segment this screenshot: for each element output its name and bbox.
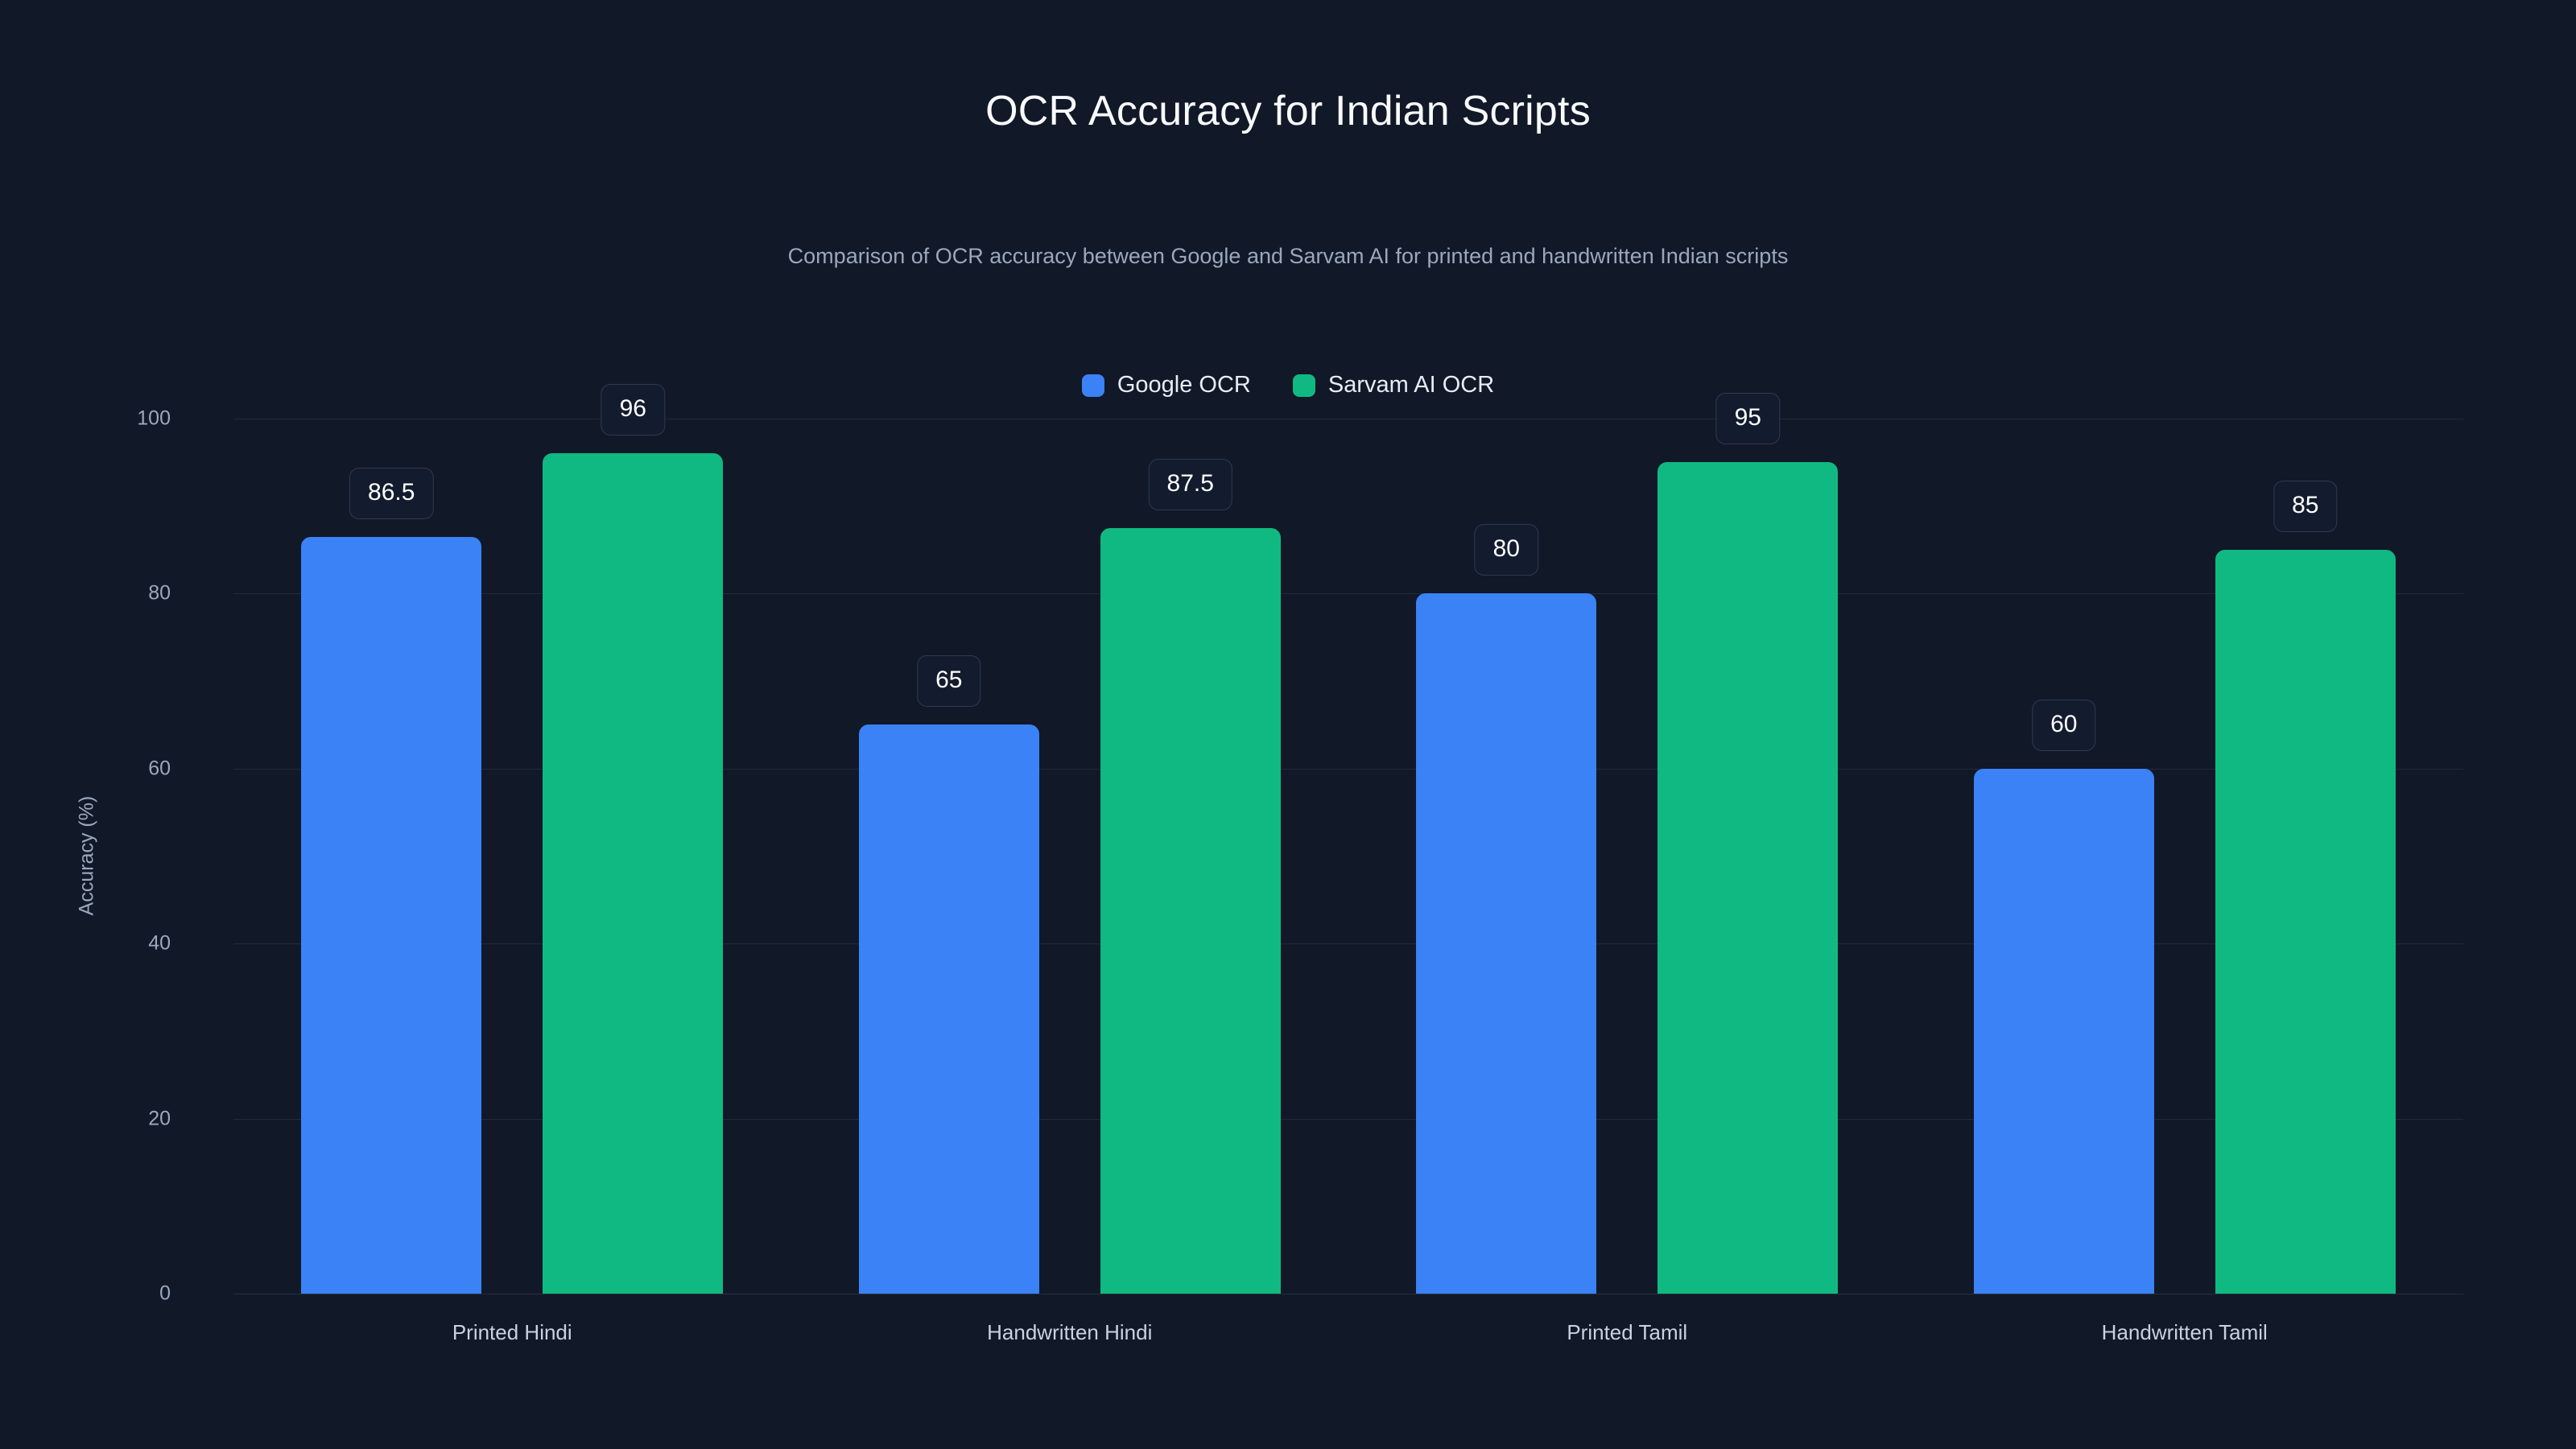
legend-label: Google OCR <box>1117 372 1251 398</box>
value-label-sarvam-0: 96 <box>601 384 665 436</box>
y-axis-tick-label: 20 <box>148 1107 171 1130</box>
bar-google-0[interactable] <box>301 536 482 1294</box>
value-label-sarvam-1: 87.5 <box>1148 458 1232 510</box>
y-axis-tick-label: 60 <box>148 757 171 780</box>
y-axis-title: Accuracy (%) <box>75 795 98 916</box>
gridline <box>233 768 2463 770</box>
legend-swatch-icon <box>1292 374 1315 397</box>
x-axis-category-label: Printed Tamil <box>1567 1320 1688 1344</box>
y-axis-tick-label: 80 <box>148 581 171 605</box>
chart-legend: Google OCR Sarvam AI OCR <box>0 372 2576 398</box>
y-axis-tick-label: 0 <box>159 1282 171 1305</box>
gridline <box>233 943 2463 945</box>
x-axis-category-label: Handwritten Hindi <box>987 1320 1153 1344</box>
chart-title: OCR Accuracy for Indian Scripts <box>985 88 1591 134</box>
plot-area: 86.5 96 65 87.5 80 95 60 85 <box>233 384 2463 1294</box>
x-axis-category-label: Printed Hindi <box>452 1320 572 1344</box>
legend-label: Sarvam AI OCR <box>1327 372 1495 398</box>
value-label-sarvam-2: 95 <box>1715 393 1780 445</box>
value-label-google-1: 65 <box>917 655 981 708</box>
bar-sarvam-0[interactable] <box>543 453 724 1294</box>
y-axis-tick-labels: 0 20 40 60 80 100 <box>0 407 201 1305</box>
gridline <box>233 593 2463 595</box>
value-label-sarvam-3: 85 <box>2273 481 2338 533</box>
value-label-google-2: 80 <box>1474 524 1538 576</box>
legend-item-sarvam-ai-ocr[interactable]: Sarvam AI OCR <box>1292 372 1495 398</box>
gridline <box>233 1118 2463 1120</box>
bar-google-1[interactable] <box>858 724 1039 1294</box>
x-axis-category-labels: Printed Hindi Handwritten Hindi Printed Ta… <box>233 1320 2463 1352</box>
bar-sarvam-2[interactable] <box>1657 462 1839 1294</box>
bar-google-3[interactable] <box>1973 768 2154 1294</box>
legend-item-google-ocr[interactable]: Google OCR <box>1081 372 1251 398</box>
value-label-google-3: 60 <box>2032 699 2096 751</box>
legend-swatch-icon <box>1081 374 1104 397</box>
chart-subtitle: Comparison of OCR accuracy between Googl… <box>787 244 1789 268</box>
bar-google-2[interactable] <box>1416 593 1597 1294</box>
x-axis-category-label: Handwritten Tamil <box>2101 1320 2268 1344</box>
y-axis-tick-label: 100 <box>137 407 171 430</box>
bar-sarvam-3[interactable] <box>2215 550 2396 1294</box>
y-axis-tick-label: 40 <box>148 931 171 955</box>
value-label-google-0: 86.5 <box>349 467 434 519</box>
bar-sarvam-1[interactable] <box>1100 527 1281 1294</box>
